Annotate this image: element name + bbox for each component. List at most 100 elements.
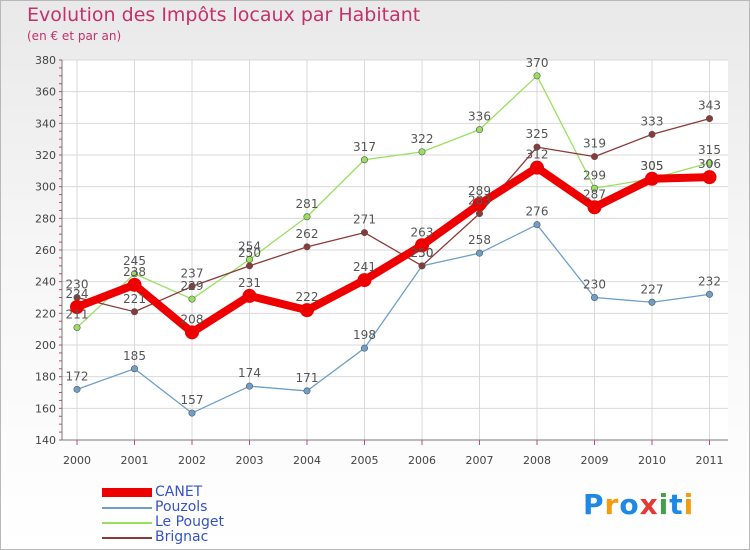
data-point-pouzols <box>303 387 311 395</box>
logo-letter: o <box>619 488 640 521</box>
data-point-pouzols <box>475 249 483 257</box>
logo-letter: i <box>683 488 695 521</box>
data-label-canet: 231 <box>238 276 261 290</box>
logo-letter: P <box>583 488 605 521</box>
data-label-pouzols: 230 <box>583 278 606 292</box>
data-label-canet: 306 <box>698 157 721 171</box>
data-point-canet <box>415 238 429 253</box>
y-tick-label: 340 <box>35 117 56 130</box>
data-label-le-pouget: 370 <box>526 56 549 70</box>
x-tick-label: 2004 <box>293 454 321 467</box>
data-point-canet <box>70 300 84 314</box>
data-label-brignac: 333 <box>641 114 664 128</box>
data-label-canet: 287 <box>583 187 606 201</box>
x-tick-label: 2007 <box>466 454 494 467</box>
data-label-brignac: 262 <box>296 227 319 241</box>
data-label-pouzols: 258 <box>468 233 491 247</box>
x-tick-label: 2006 <box>408 454 436 467</box>
data-label-le-pouget: 281 <box>296 197 319 211</box>
data-point-canet <box>127 277 142 292</box>
data-label-le-pouget: 322 <box>411 132 434 146</box>
data-label-brignac: 283 <box>468 194 491 208</box>
data-point-canet <box>645 171 659 186</box>
data-point-canet <box>185 325 199 340</box>
data-label-le-pouget: 336 <box>468 110 491 124</box>
data-label-canet: 263 <box>411 225 434 239</box>
data-point-brignac <box>188 282 196 290</box>
legend-label: CANET <box>155 484 203 500</box>
data-label-le-pouget: 254 <box>238 240 261 254</box>
series-line-brignac <box>76 117 710 313</box>
y-tick-label: 280 <box>35 212 56 225</box>
y-tick-label: 220 <box>35 307 56 320</box>
series-line-canet <box>75 163 710 337</box>
logo-letter: t <box>669 488 684 521</box>
data-point-brignac <box>705 115 713 123</box>
data-label-pouzols: 171 <box>296 371 319 385</box>
data-point-le-pouget <box>475 126 483 134</box>
data-label-pouzols: 174 <box>238 366 261 380</box>
data-label-brignac: 319 <box>583 137 606 151</box>
data-point-brignac <box>246 262 254 270</box>
data-point-le-pouget <box>303 213 311 221</box>
data-label-brignac: 325 <box>526 127 549 141</box>
data-label-canet: 208 <box>181 312 204 326</box>
data-point-le-pouget <box>418 148 426 156</box>
data-point-pouzols <box>131 365 139 373</box>
logo-letter: x <box>639 488 659 521</box>
series-line-pouzols <box>76 224 710 414</box>
data-label-le-pouget: 305 <box>641 159 664 173</box>
data-point-le-pouget <box>590 184 598 192</box>
data-point-brignac <box>533 143 541 151</box>
legend-swatch <box>102 537 152 539</box>
data-label-brignac: 221 <box>123 292 146 306</box>
data-label-brignac: 343 <box>698 99 721 113</box>
logo-letter: i <box>658 488 670 521</box>
data-label-brignac: 250 <box>411 246 434 260</box>
y-tick-label: 180 <box>35 371 56 384</box>
data-point-brignac <box>303 243 311 251</box>
data-point-le-pouget <box>360 156 368 164</box>
data-point-le-pouget <box>705 159 713 167</box>
data-label-le-pouget: 317 <box>353 140 376 154</box>
y-tick-label: 360 <box>35 86 56 99</box>
data-point-brignac <box>418 262 426 270</box>
data-point-pouzols <box>246 382 254 390</box>
legend-label: Pouzols <box>155 499 208 515</box>
data-label-pouzols: 198 <box>353 328 376 342</box>
data-label-le-pouget: 299 <box>583 168 606 182</box>
data-point-pouzols <box>705 290 713 298</box>
data-point-canet <box>530 160 544 175</box>
x-tick-label: 2011 <box>696 454 724 467</box>
data-point-canet <box>300 303 314 318</box>
data-label-pouzols: 232 <box>698 274 721 288</box>
data-label-pouzols: 172 <box>66 369 89 383</box>
data-point-brignac <box>360 229 368 237</box>
data-point-pouzols <box>360 344 368 352</box>
data-label-pouzols: 185 <box>123 349 146 363</box>
data-point-pouzols <box>188 409 196 417</box>
chart-subtitle: (en € et par an) <box>27 29 122 43</box>
data-label-pouzols: 276 <box>526 205 549 219</box>
data-label-canet: 238 <box>123 265 146 279</box>
y-tick-label: 260 <box>35 244 56 257</box>
data-label-brignac: 230 <box>66 278 89 292</box>
data-label-pouzols: 227 <box>641 282 664 296</box>
y-tick-label: 240 <box>35 276 56 289</box>
data-label-canet: 224 <box>66 287 89 301</box>
x-tick-label: 2005 <box>351 454 379 467</box>
y-tick-label: 200 <box>35 339 56 352</box>
proxiti-logo: Proxiti <box>583 488 694 521</box>
data-label-canet: 241 <box>353 260 376 274</box>
data-label-canet: 305 <box>641 159 664 173</box>
series-line-le-pouget <box>76 75 710 329</box>
x-tick-label: 2009 <box>581 454 609 467</box>
data-label-le-pouget: 315 <box>698 143 721 157</box>
legend-swatch <box>102 488 152 497</box>
data-point-brignac <box>648 130 656 138</box>
data-point-pouzols <box>73 385 81 393</box>
legend-swatch <box>102 522 152 524</box>
y-tick-label: 300 <box>35 181 56 194</box>
data-point-brignac <box>131 308 139 316</box>
legend-label: Le Pouget <box>155 514 224 530</box>
